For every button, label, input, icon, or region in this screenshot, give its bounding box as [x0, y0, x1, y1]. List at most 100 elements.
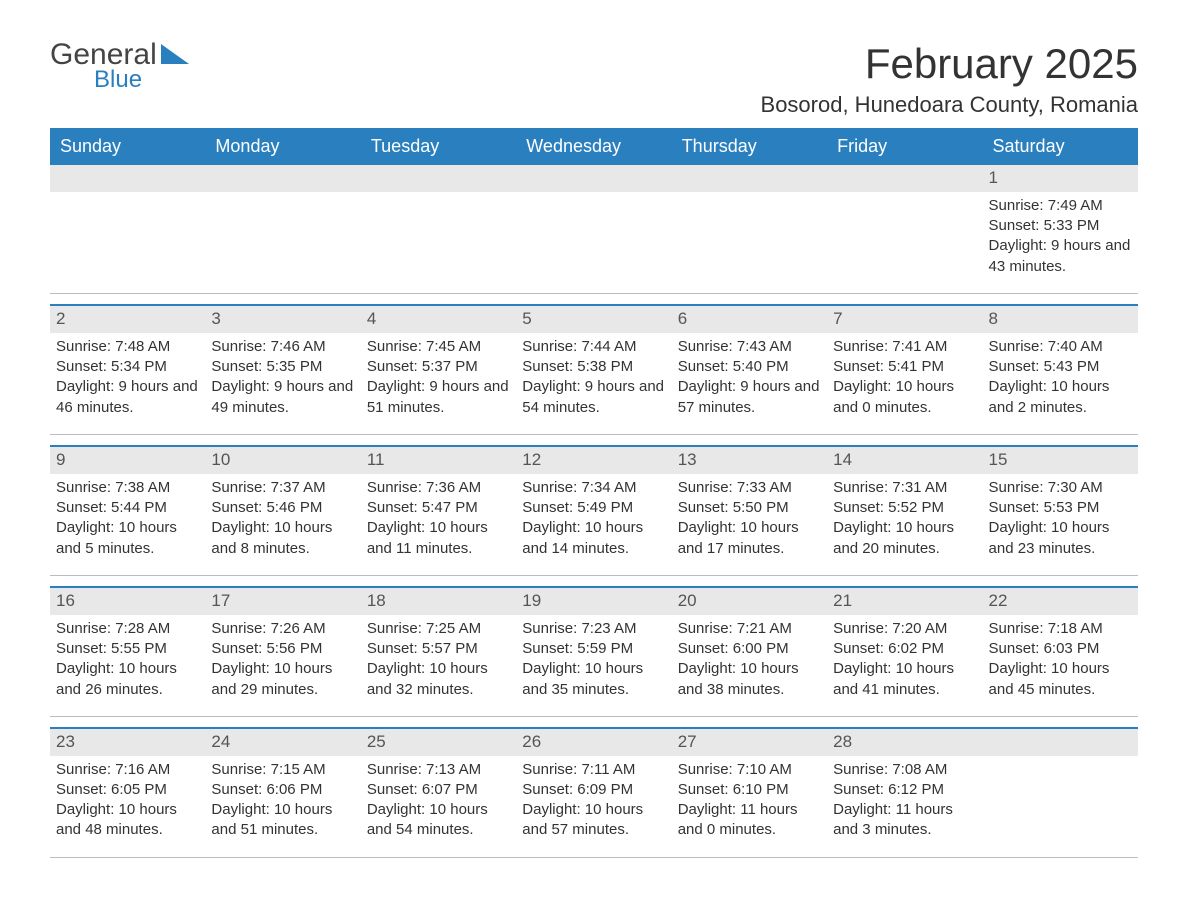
day-cell	[50, 165, 205, 293]
daylight-text: Daylight: 11 hours and 0 minutes.	[678, 800, 821, 841]
day-header: Sunday	[50, 128, 205, 165]
day-number	[672, 165, 827, 192]
logo: General Blue	[50, 40, 189, 94]
daylight-text: Daylight: 10 hours and 35 minutes.	[522, 659, 665, 700]
day-info: Sunrise: 7:33 AMSunset: 5:50 PMDaylight:…	[678, 478, 821, 559]
day-info: Sunrise: 7:40 AMSunset: 5:43 PMDaylight:…	[989, 337, 1132, 418]
day-info: Sunrise: 7:30 AMSunset: 5:53 PMDaylight:…	[989, 478, 1132, 559]
daylight-text: Daylight: 9 hours and 43 minutes.	[989, 236, 1132, 277]
sunrise-text: Sunrise: 7:40 AM	[989, 337, 1132, 357]
day-header-row: SundayMondayTuesdayWednesdayThursdayFrid…	[50, 128, 1138, 165]
day-number: 3	[205, 306, 360, 333]
daylight-text: Daylight: 9 hours and 49 minutes.	[211, 377, 354, 418]
sunset-text: Sunset: 6:12 PM	[833, 780, 976, 800]
day-header: Friday	[827, 128, 982, 165]
sunset-text: Sunset: 6:10 PM	[678, 780, 821, 800]
day-header: Tuesday	[361, 128, 516, 165]
sunrise-text: Sunrise: 7:10 AM	[678, 760, 821, 780]
day-cell: 24 Sunrise: 7:15 AMSunset: 6:06 PMDayligh…	[205, 729, 360, 857]
day-number: 24	[205, 729, 360, 756]
day-number: 14	[827, 447, 982, 474]
daylight-text: Daylight: 10 hours and 51 minutes.	[211, 800, 354, 841]
day-number: 9	[50, 447, 205, 474]
day-number: 6	[672, 306, 827, 333]
sunrise-text: Sunrise: 7:34 AM	[522, 478, 665, 498]
sunset-text: Sunset: 5:38 PM	[522, 357, 665, 377]
day-number: 11	[361, 447, 516, 474]
day-info: Sunrise: 7:31 AMSunset: 5:52 PMDaylight:…	[833, 478, 976, 559]
day-number: 13	[672, 447, 827, 474]
week-row: 1 Sunrise: 7:49 AMSunset: 5:33 PMDaylight…	[50, 165, 1138, 294]
calendar: SundayMondayTuesdayWednesdayThursdayFrid…	[50, 128, 1138, 858]
sunrise-text: Sunrise: 7:23 AM	[522, 619, 665, 639]
sunset-text: Sunset: 5:37 PM	[367, 357, 510, 377]
daylight-text: Daylight: 9 hours and 54 minutes.	[522, 377, 665, 418]
day-cell: 26Sunrise: 7:11 AMSunset: 6:09 PMDayligh…	[516, 729, 671, 857]
sunrise-text: Sunrise: 7:46 AM	[211, 337, 354, 357]
day-number	[983, 729, 1138, 756]
sunrise-text: Sunrise: 7:16 AM	[56, 760, 199, 780]
sunset-text: Sunset: 5:40 PM	[678, 357, 821, 377]
sunset-text: Sunset: 5:53 PM	[989, 498, 1132, 518]
day-number: 26	[516, 729, 671, 756]
day-info: Sunrise: 7:49 AMSunset: 5:33 PMDaylight:…	[989, 196, 1132, 277]
day-cell: 20Sunrise: 7:21 AMSunset: 6:00 PMDayligh…	[672, 588, 827, 716]
sunset-text: Sunset: 6:09 PM	[522, 780, 665, 800]
daylight-text: Daylight: 10 hours and 38 minutes.	[678, 659, 821, 700]
sunrise-text: Sunrise: 7:33 AM	[678, 478, 821, 498]
daylight-text: Daylight: 10 hours and 23 minutes.	[989, 518, 1132, 559]
day-number: 1	[983, 165, 1138, 192]
day-cell	[827, 165, 982, 293]
day-number: 18	[361, 588, 516, 615]
day-cell: 17 Sunrise: 7:26 AMSunset: 5:56 PMDayligh…	[205, 588, 360, 716]
day-cell	[983, 729, 1138, 857]
daylight-text: Daylight: 10 hours and 54 minutes.	[367, 800, 510, 841]
day-info: Sunrise: 7:48 AMSunset: 5:34 PMDaylight:…	[56, 337, 199, 418]
day-number	[361, 165, 516, 192]
day-info: Sunrise: 7:26 AMSunset: 5:56 PMDaylight:…	[211, 619, 354, 700]
daylight-text: Daylight: 10 hours and 26 minutes.	[56, 659, 199, 700]
sunrise-text: Sunrise: 7:08 AM	[833, 760, 976, 780]
day-number: 16	[50, 588, 205, 615]
day-info: Sunrise: 7:15 AMSunset: 6:06 PMDaylight:…	[211, 760, 354, 841]
day-info: Sunrise: 7:44 AMSunset: 5:38 PMDaylight:…	[522, 337, 665, 418]
sunset-text: Sunset: 5:35 PM	[211, 357, 354, 377]
sunrise-text: Sunrise: 7:20 AM	[833, 619, 976, 639]
sunrise-text: Sunrise: 7:25 AM	[367, 619, 510, 639]
day-cell: 27Sunrise: 7:10 AMSunset: 6:10 PMDayligh…	[672, 729, 827, 857]
day-info: Sunrise: 7:20 AMSunset: 6:02 PMDaylight:…	[833, 619, 976, 700]
sunrise-text: Sunrise: 7:31 AM	[833, 478, 976, 498]
day-number: 20	[672, 588, 827, 615]
day-number: 19	[516, 588, 671, 615]
sunrise-text: Sunrise: 7:48 AM	[56, 337, 199, 357]
sunset-text: Sunset: 5:52 PM	[833, 498, 976, 518]
day-number: 10	[205, 447, 360, 474]
daylight-text: Daylight: 10 hours and 14 minutes.	[522, 518, 665, 559]
day-info: Sunrise: 7:36 AMSunset: 5:47 PMDaylight:…	[367, 478, 510, 559]
day-cell: 28Sunrise: 7:08 AMSunset: 6:12 PMDayligh…	[827, 729, 982, 857]
daylight-text: Daylight: 10 hours and 45 minutes.	[989, 659, 1132, 700]
day-info: Sunrise: 7:34 AMSunset: 5:49 PMDaylight:…	[522, 478, 665, 559]
sunset-text: Sunset: 5:49 PM	[522, 498, 665, 518]
day-info: Sunrise: 7:23 AMSunset: 5:59 PMDaylight:…	[522, 619, 665, 700]
day-number: 17	[205, 588, 360, 615]
day-number: 25	[361, 729, 516, 756]
day-info: Sunrise: 7:41 AMSunset: 5:41 PMDaylight:…	[833, 337, 976, 418]
daylight-text: Daylight: 10 hours and 11 minutes.	[367, 518, 510, 559]
day-cell: 25Sunrise: 7:13 AMSunset: 6:07 PMDayligh…	[361, 729, 516, 857]
sunset-text: Sunset: 5:33 PM	[989, 216, 1132, 236]
sunrise-text: Sunrise: 7:15 AM	[211, 760, 354, 780]
day-info: Sunrise: 7:16 AMSunset: 6:05 PMDaylight:…	[56, 760, 199, 841]
day-number: 28	[827, 729, 982, 756]
day-cell: 9Sunrise: 7:38 AMSunset: 5:44 PMDaylight…	[50, 447, 205, 575]
day-number: 23	[50, 729, 205, 756]
day-cell: 6Sunrise: 7:43 AMSunset: 5:40 PMDaylight…	[672, 306, 827, 434]
day-cell: 14 Sunrise: 7:31 AMSunset: 5:52 PMDayligh…	[827, 447, 982, 575]
sunrise-text: Sunrise: 7:41 AM	[833, 337, 976, 357]
day-header: Saturday	[983, 128, 1138, 165]
sunrise-text: Sunrise: 7:28 AM	[56, 619, 199, 639]
daylight-text: Daylight: 10 hours and 5 minutes.	[56, 518, 199, 559]
day-number: 12	[516, 447, 671, 474]
day-cell: 8Sunrise: 7:40 AMSunset: 5:43 PMDaylight…	[983, 306, 1138, 434]
day-cell: 22Sunrise: 7:18 AMSunset: 6:03 PMDayligh…	[983, 588, 1138, 716]
